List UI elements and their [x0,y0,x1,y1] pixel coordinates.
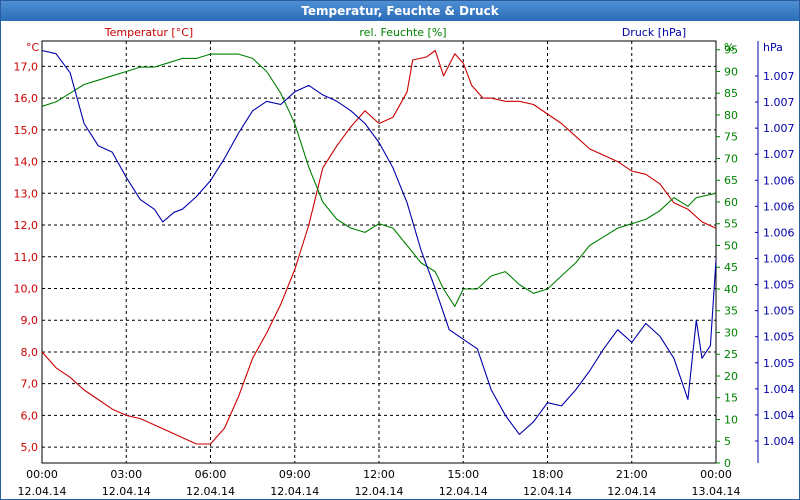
y-tick-humidity: 20 [724,370,738,383]
y-tick-pressure: 1.005 [763,357,795,370]
y-tick-temperature: 9,0 [21,314,39,327]
x-tick-time: 12:00 [363,468,395,481]
y-tick-temperature: 12,0 [14,219,39,232]
y-tick-temperature: 11,0 [14,251,39,264]
y-tick-humidity: 10 [724,413,738,426]
x-tick-date: 13.04.14 [692,485,741,498]
y-tick-pressure: 1.005 [763,331,795,344]
humidity-axis-label: rel. Feuchte [%] [359,26,446,39]
x-tick-time: 15:00 [447,468,479,481]
window-title: Temperatur, Feuchte & Druck [1,1,799,21]
y-tick-humidity: 75 [724,131,738,144]
y-tick-temperature: 15,0 [14,124,39,137]
temperature-unit: °C [26,41,40,54]
y-tick-temperature: 17,0 [14,60,39,73]
y-tick-temperature: 8,0 [21,346,39,359]
x-tick-time: 06:00 [195,468,227,481]
temperature-line [41,49,717,445]
x-tick-date: 12.04.14 [607,485,656,498]
y-tick-pressure: 1.006 [763,174,795,187]
pressure-axis-label: Druck [hPa] [622,26,686,39]
y-tick-temperature: 14,0 [14,156,39,169]
x-tick-time: 18:00 [532,468,564,481]
y-tick-pressure: 1.007 [763,122,795,135]
y-tick-humidity: 35 [724,305,738,318]
y-tick-humidity: 70 [724,152,738,165]
y-tick-humidity: 55 [724,218,738,231]
pressure-line [41,49,717,435]
temperature-axis-label: Temperatur [°C] [104,26,193,39]
y-tick-pressure: 1.007 [763,96,795,109]
y-tick-pressure: 1.007 [763,148,795,161]
y-tick-humidity: 40 [724,283,738,296]
x-tick-time: 00:00 [700,468,732,481]
x-tick-time: 03:00 [110,468,142,481]
y-tick-pressure: 1.004 [763,383,795,396]
x-tick-date: 12.04.14 [270,485,319,498]
y-tick-pressure: 1.006 [763,200,795,213]
y-tick-humidity: 95 [724,44,738,57]
y-tick-humidity: 50 [724,239,738,252]
y-tick-temperature: 7,0 [21,378,39,391]
y-tick-pressure: 1.006 [763,226,795,239]
y-tick-pressure: 1.005 [763,305,795,318]
x-tick-time: 00:00 [26,468,58,481]
x-tick-date: 12.04.14 [523,485,572,498]
y-tick-pressure: 1.006 [763,253,795,266]
y-tick-humidity: 0 [724,457,731,470]
y-tick-humidity: 15 [724,392,738,405]
x-tick-time: 21:00 [616,468,648,481]
y-tick-pressure: 1.007 [763,70,795,83]
humidity-line [41,53,717,307]
x-tick-date: 12.04.14 [18,485,67,498]
y-tick-pressure: 1.005 [763,279,795,292]
y-tick-temperature: 6,0 [21,409,39,422]
y-tick-humidity: 80 [724,109,738,122]
y-tick-temperature: 16,0 [14,92,39,105]
y-tick-humidity: 45 [724,261,738,274]
y-tick-humidity: 65 [724,174,738,187]
y-tick-pressure: 1.004 [763,435,795,448]
y-tick-temperature: 13,0 [14,187,39,200]
chart-svg: 00:00 12.04.14 03:00 12.04.14 06:00 12.04.14 0… [14,26,795,498]
pressure-unit: hPa [763,41,783,54]
y-tick-pressure: 1.004 [763,409,795,422]
y-tick-humidity: 90 [724,65,738,78]
humidity-unit: % [724,41,734,54]
y-tick-humidity: 60 [724,196,738,209]
y-tick-temperature: 5,0 [21,441,39,454]
y-tick-humidity: 25 [724,348,738,361]
y-tick-temperature: 10,0 [14,282,39,295]
y-tick-humidity: 85 [724,87,738,100]
y-tick-humidity: 30 [724,326,738,339]
x-tick-date: 12.04.14 [102,485,151,498]
x-tick-date: 12.04.14 [186,485,235,498]
y-tick-humidity: 5 [724,435,731,448]
x-tick-time: 09:00 [279,468,311,481]
x-tick-date: 12.04.14 [439,485,488,498]
x-tick-date: 12.04.14 [355,485,404,498]
